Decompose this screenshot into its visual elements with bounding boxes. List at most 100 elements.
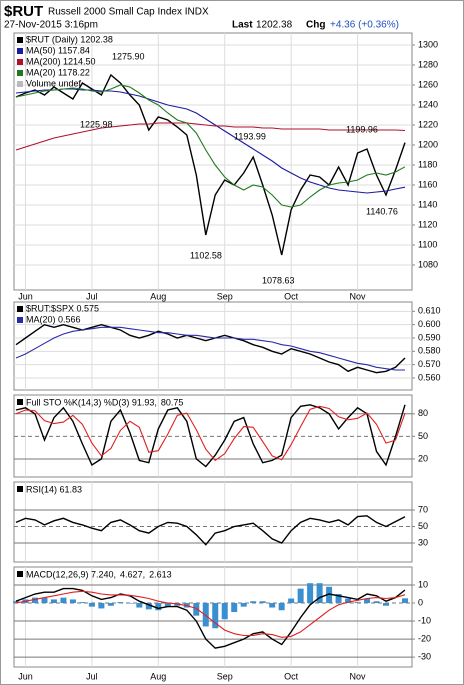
price-annotation: 1199.96 <box>346 124 378 134</box>
histogram-bar <box>402 598 408 604</box>
series-line <box>15 73 406 256</box>
y-tick-label: 50 <box>418 521 428 531</box>
histogram-bar <box>69 599 76 604</box>
chg-label: Chg <box>306 20 325 31</box>
x-tick-label: Sep <box>217 671 233 681</box>
series-line <box>15 88 406 194</box>
x-tick-label: Nov <box>350 291 367 301</box>
histogram-bar <box>269 603 276 608</box>
y-tick-label: 1300 <box>418 39 438 49</box>
legend-entry: MA(50) 1157.84 <box>26 45 90 55</box>
y-tick-label: 0 <box>418 597 423 607</box>
legend-entry: 2.613 <box>149 569 172 579</box>
histogram-bar <box>117 602 124 604</box>
series-line <box>15 323 406 374</box>
legend-entry: Volume undef <box>26 78 82 88</box>
panel-border <box>13 301 413 391</box>
legend-swatch <box>17 399 23 405</box>
y-tick-label: 80 <box>418 408 428 418</box>
histogram-bar <box>221 603 228 620</box>
legend-swatch <box>17 571 23 577</box>
y-tick-label: -20 <box>418 633 431 643</box>
legend-swatch <box>17 59 23 65</box>
y-tick-label: 0.600 <box>418 319 441 329</box>
chg-value: +4.36 (+0.36%) <box>330 20 399 31</box>
legend-entry: MA(200) 1214.50 <box>26 56 96 66</box>
x-tick-label: Oct <box>284 291 299 301</box>
histogram-bar <box>136 603 143 608</box>
y-tick-label: 0.570 <box>418 359 441 369</box>
histogram-bar <box>250 601 257 604</box>
y-tick-label: 30 <box>418 537 428 547</box>
price-annotation: 1275.90 <box>112 51 145 61</box>
series-line <box>15 515 406 546</box>
legend-swatch <box>17 81 23 87</box>
legend-swatch <box>17 70 23 76</box>
histogram-bar <box>335 594 342 604</box>
histogram-bar <box>373 601 380 604</box>
histogram-bar <box>202 603 209 627</box>
histogram-bar <box>326 586 333 604</box>
histogram-bar <box>364 598 371 604</box>
price-annotation: 1140.76 <box>366 206 398 216</box>
y-tick-label: 0.560 <box>418 372 441 382</box>
histogram-bar <box>50 599 57 604</box>
series-line <box>15 326 405 371</box>
y-tick-label: 0.610 <box>418 306 441 316</box>
histogram-bar <box>164 603 171 607</box>
y-tick-label: 20 <box>418 453 428 463</box>
y-tick-label: 1100 <box>418 239 437 249</box>
legend-entry: 4.627, <box>120 569 145 579</box>
legend-swatch <box>17 48 23 54</box>
series-line <box>15 405 406 462</box>
x-tick-label: Jun <box>18 291 33 301</box>
y-tick-label: 1240 <box>418 99 438 109</box>
symbol: $RUT <box>4 3 43 20</box>
legend-entry: Full STO %K(14,3) %D(3) 91.93, <box>26 397 157 407</box>
legend-swatch <box>17 486 23 492</box>
x-tick-label: Jun <box>18 671 33 681</box>
histogram-bar <box>79 602 86 604</box>
legend-swatch <box>17 37 23 43</box>
x-tick-label: Aug <box>150 671 166 681</box>
histogram-bar <box>231 603 238 613</box>
histogram-bar <box>288 598 295 604</box>
histogram-bar <box>354 602 361 604</box>
legend-entry: MA(20) 0.566 <box>26 314 81 324</box>
histogram-bar <box>98 603 105 609</box>
series-line <box>15 587 406 649</box>
x-tick-label: Oct <box>284 671 299 681</box>
histogram-bar <box>145 603 152 610</box>
histogram-bar <box>316 583 323 604</box>
y-tick-label: 1080 <box>418 259 438 269</box>
date: 27-Nov-2015 3:16pm <box>4 20 98 31</box>
histogram-bar <box>155 603 162 611</box>
histogram-bar <box>31 597 38 604</box>
x-tick-label: Sep <box>217 291 233 301</box>
y-tick-label: 1140 <box>418 199 437 209</box>
histogram-bar <box>41 597 48 604</box>
histogram-bar <box>383 603 390 606</box>
histogram-bar <box>278 603 285 611</box>
y-tick-label: 50 <box>418 431 428 441</box>
price-annotation: 1193.99 <box>234 131 266 141</box>
histogram-bar <box>212 603 219 629</box>
series-line <box>15 590 406 638</box>
legend-entry: RSI(14) 61.83 <box>26 484 82 494</box>
histogram-bar <box>297 588 304 604</box>
legend-entry: 80.75 <box>161 397 184 407</box>
x-tick-label: Aug <box>150 291 166 301</box>
histogram-bar <box>107 603 114 606</box>
histogram-bar <box>13 601 19 604</box>
legend-entry: MA(20) 1178.22 <box>26 67 90 77</box>
y-tick-label: -30 <box>418 651 431 661</box>
y-tick-label: 1180 <box>418 159 437 169</box>
panel-border <box>13 32 413 291</box>
y-tick-label: 0.580 <box>418 346 441 356</box>
legend-entry: $RUT (Daily) 1202.38 <box>26 34 113 44</box>
histogram-bar <box>307 583 314 604</box>
legend-entry: MACD(12,26,9) 7.240, <box>26 569 116 579</box>
